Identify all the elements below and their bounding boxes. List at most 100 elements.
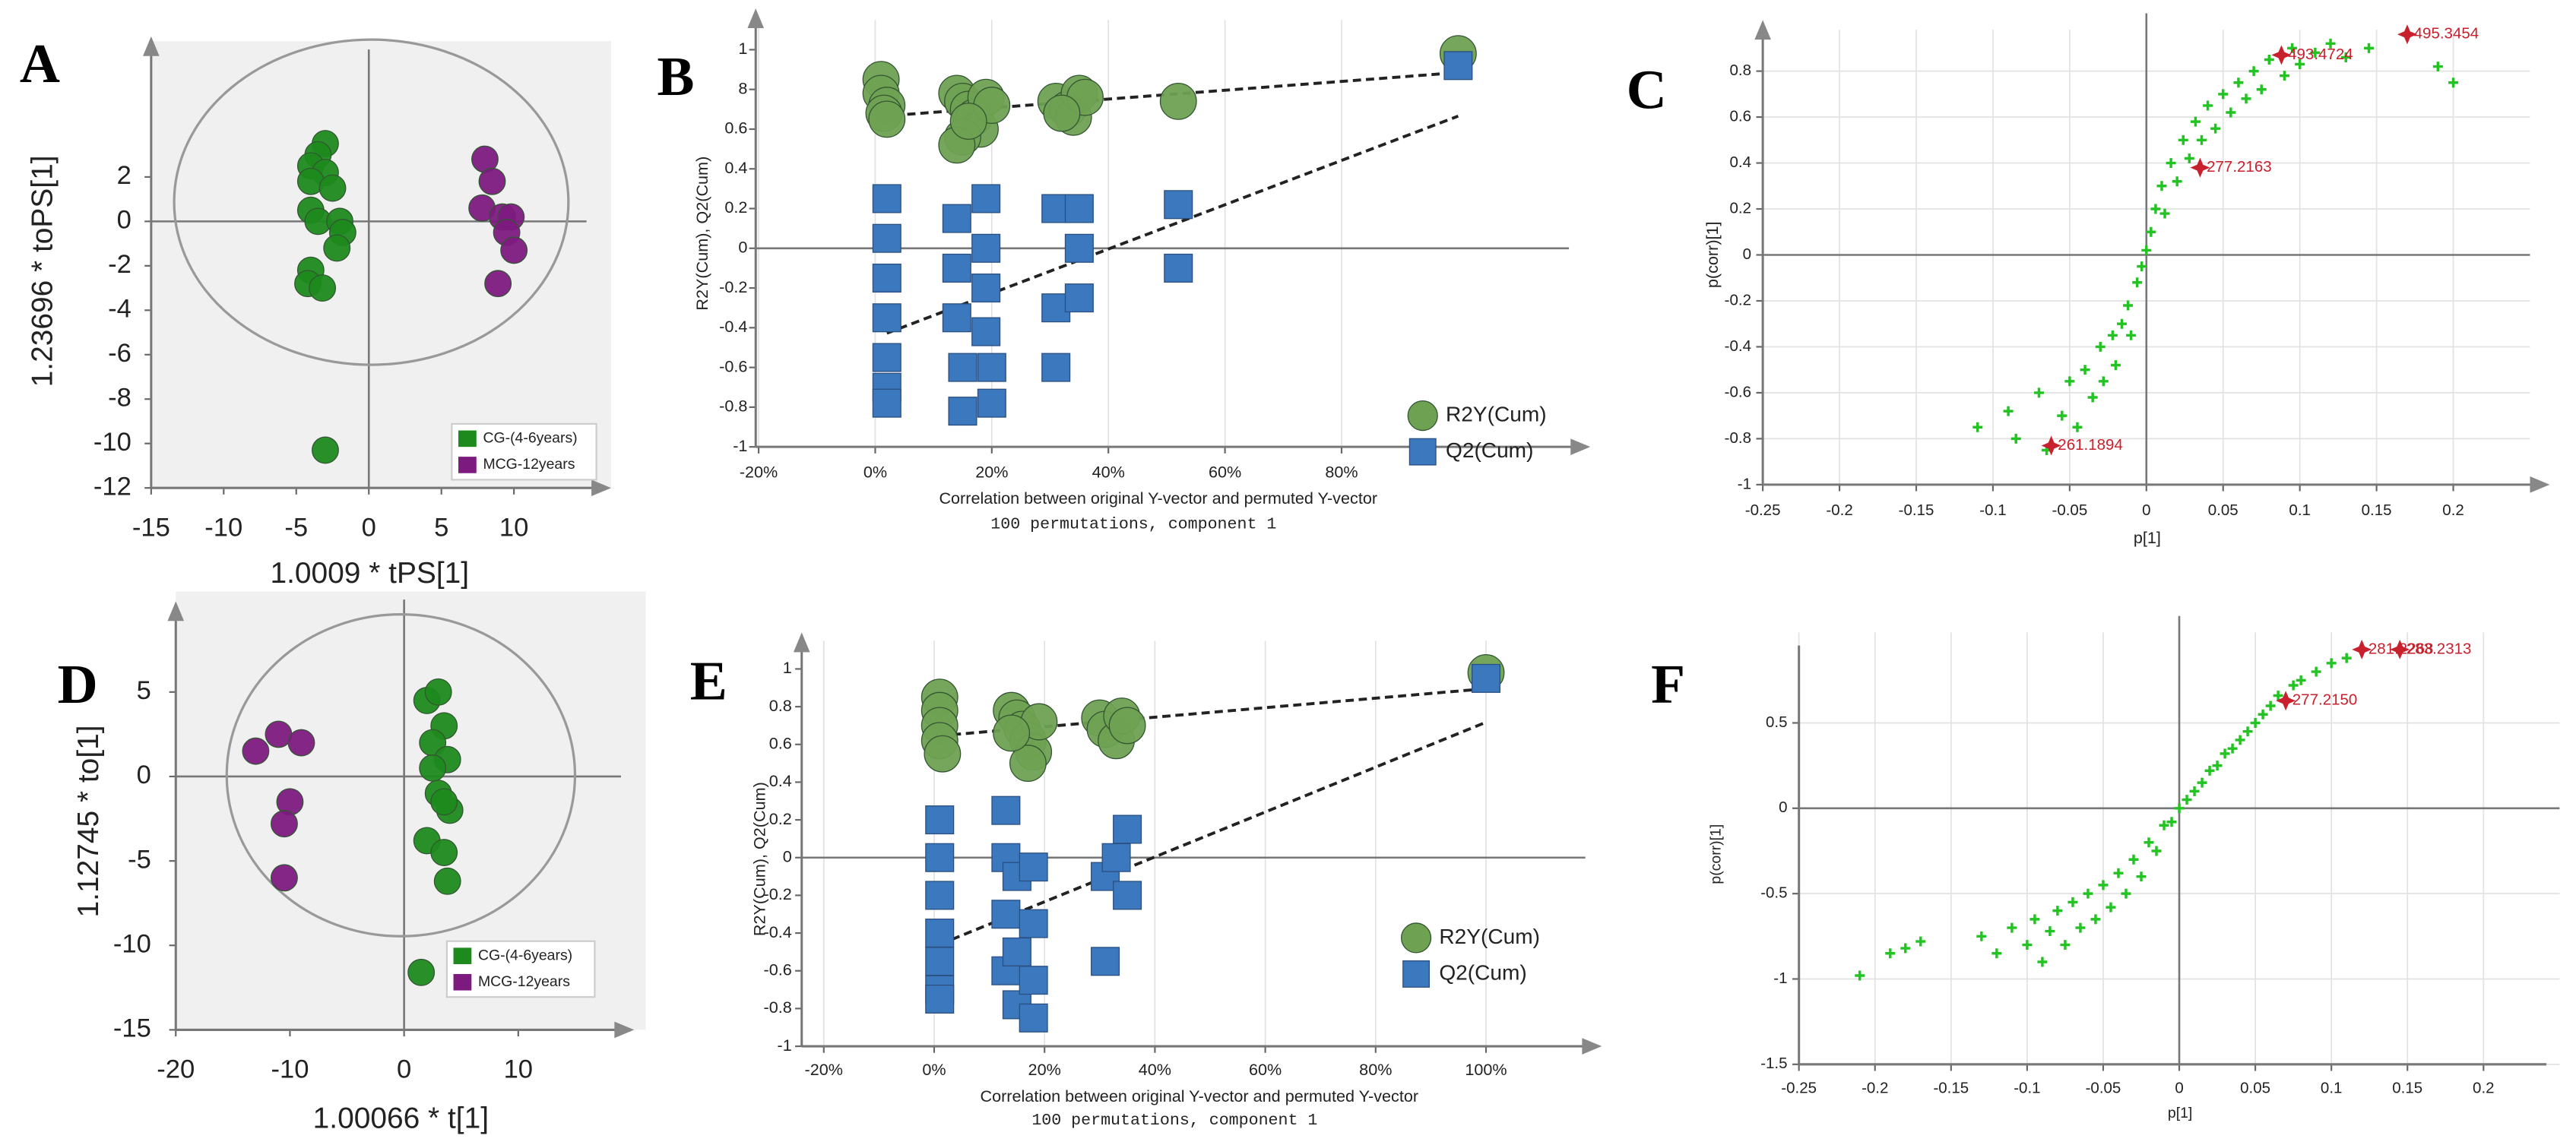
panel: -20 -10 0 10 -15 -10 -5 0 5 CG-(4-6years) MCG-12ye… <box>58 591 646 1135</box>
point <box>868 100 906 138</box>
y-tick-label: -0.2 <box>764 884 792 903</box>
x-tick-label: 40% <box>1092 462 1125 481</box>
x-tick-label: 10 <box>504 1055 533 1084</box>
point <box>2210 123 2221 134</box>
point <box>2137 261 2147 272</box>
legend-swatch <box>1407 400 1438 432</box>
point <box>1113 881 1142 910</box>
y-tick-label: -0.4 <box>719 317 747 336</box>
y-tick-label: 0.5 <box>1766 713 1788 731</box>
x-axis-label: 1.00066 * t[1] <box>313 1102 489 1135</box>
point <box>872 388 901 418</box>
point <box>2080 365 2090 375</box>
legend-label: CG-(4-6years) <box>483 429 577 446</box>
x-tick-label: -0.05 <box>2086 1080 2121 1097</box>
point <box>2184 153 2194 163</box>
point <box>2241 93 2251 104</box>
y-tick-label: -5 <box>128 845 151 874</box>
y-tick-label: -0.8 <box>764 998 792 1017</box>
point <box>242 737 270 765</box>
y-tick-label: 0.4 <box>724 158 747 177</box>
point <box>1471 663 1501 693</box>
point <box>2326 658 2337 669</box>
point <box>2364 43 2375 53</box>
annotation-marker <box>2390 639 2410 659</box>
panel-label: A <box>20 33 60 94</box>
x-tick-label: -0.05 <box>2052 501 2087 519</box>
point <box>1041 353 1071 382</box>
annotation-marker <box>2352 639 2372 659</box>
panel: -20% 0% 20% 40% 60% 80% 1 8 0.6 0.4 0.2 0 -0.2 -0.4 -0… <box>657 8 1591 533</box>
point <box>872 303 901 333</box>
x-tick-label: 80% <box>1325 462 1358 481</box>
point <box>2151 846 2162 856</box>
legend-swatch <box>1408 438 1437 466</box>
point <box>2037 957 2048 967</box>
point <box>2340 52 2351 62</box>
panel-label: B <box>657 46 695 107</box>
point <box>2296 675 2306 685</box>
point <box>1101 843 1131 872</box>
point <box>971 184 1001 214</box>
point <box>2325 38 2336 49</box>
point <box>2242 726 2253 737</box>
y-tick-label: 1 <box>738 39 747 58</box>
point <box>2226 107 2236 118</box>
point <box>1019 852 1048 882</box>
x-tick-label: -15 <box>132 513 170 542</box>
point <box>948 353 977 382</box>
point <box>1043 94 1081 132</box>
point <box>1991 948 2002 959</box>
legend-label: R2Y(Cum) <box>1446 403 1547 426</box>
panel-label: D <box>58 653 98 715</box>
y-tick-label: 0 <box>738 237 747 256</box>
y-tick-label: -0.2 <box>719 277 747 296</box>
x-tick-label: 0.1 <box>2289 501 2311 519</box>
x-tick-label: -0.2 <box>1862 1080 1888 1097</box>
annotation-marker <box>2397 24 2417 45</box>
y-axis-label: 1.12745 * to[1] <box>72 725 105 917</box>
point <box>2007 922 2017 933</box>
point <box>2029 914 2040 925</box>
point <box>2256 84 2267 95</box>
point <box>2098 880 2109 890</box>
y-tick-label: 0.2 <box>1729 199 1751 217</box>
point <box>478 167 506 195</box>
point <box>2159 208 2170 219</box>
legend-swatch <box>453 947 472 964</box>
x-tick-label: -0.25 <box>1745 501 1781 519</box>
legend-label: Q2(Cum) <box>1446 438 1533 462</box>
point <box>2156 181 2167 191</box>
point <box>2182 795 2192 805</box>
y-axis-label: R2Y(Cum), Q2(Cum) <box>692 157 711 311</box>
panel-label: C <box>1627 59 1667 120</box>
plot-background <box>151 41 612 489</box>
point <box>424 678 452 706</box>
point <box>2280 71 2289 81</box>
point <box>312 436 339 464</box>
point <box>2034 387 2044 398</box>
point <box>2113 868 2124 878</box>
point <box>2107 330 2118 340</box>
point <box>287 729 315 757</box>
point <box>1064 194 1094 223</box>
point <box>271 864 298 892</box>
y-axis-arrow <box>167 601 185 622</box>
x-tick-label: -0.1 <box>2014 1080 2040 1097</box>
point <box>925 805 955 835</box>
x-tick-label: 0.2 <box>2442 501 2464 519</box>
point <box>1885 948 1896 959</box>
point <box>971 233 1001 263</box>
point <box>2196 134 2207 145</box>
point <box>1164 253 1193 283</box>
y-tick-label: 0.8 <box>769 696 792 715</box>
point <box>2233 77 2244 88</box>
x-tick-label: -0.1 <box>1979 501 2006 519</box>
x-tick-label: 0.15 <box>2392 1080 2422 1097</box>
point <box>1972 422 1983 432</box>
point <box>942 204 971 233</box>
x-axis-arrow <box>1582 1038 1602 1055</box>
point <box>484 270 512 298</box>
annotation-label: 277.2163 <box>2207 158 2272 176</box>
x-tick-label: 20% <box>1028 1060 1061 1079</box>
